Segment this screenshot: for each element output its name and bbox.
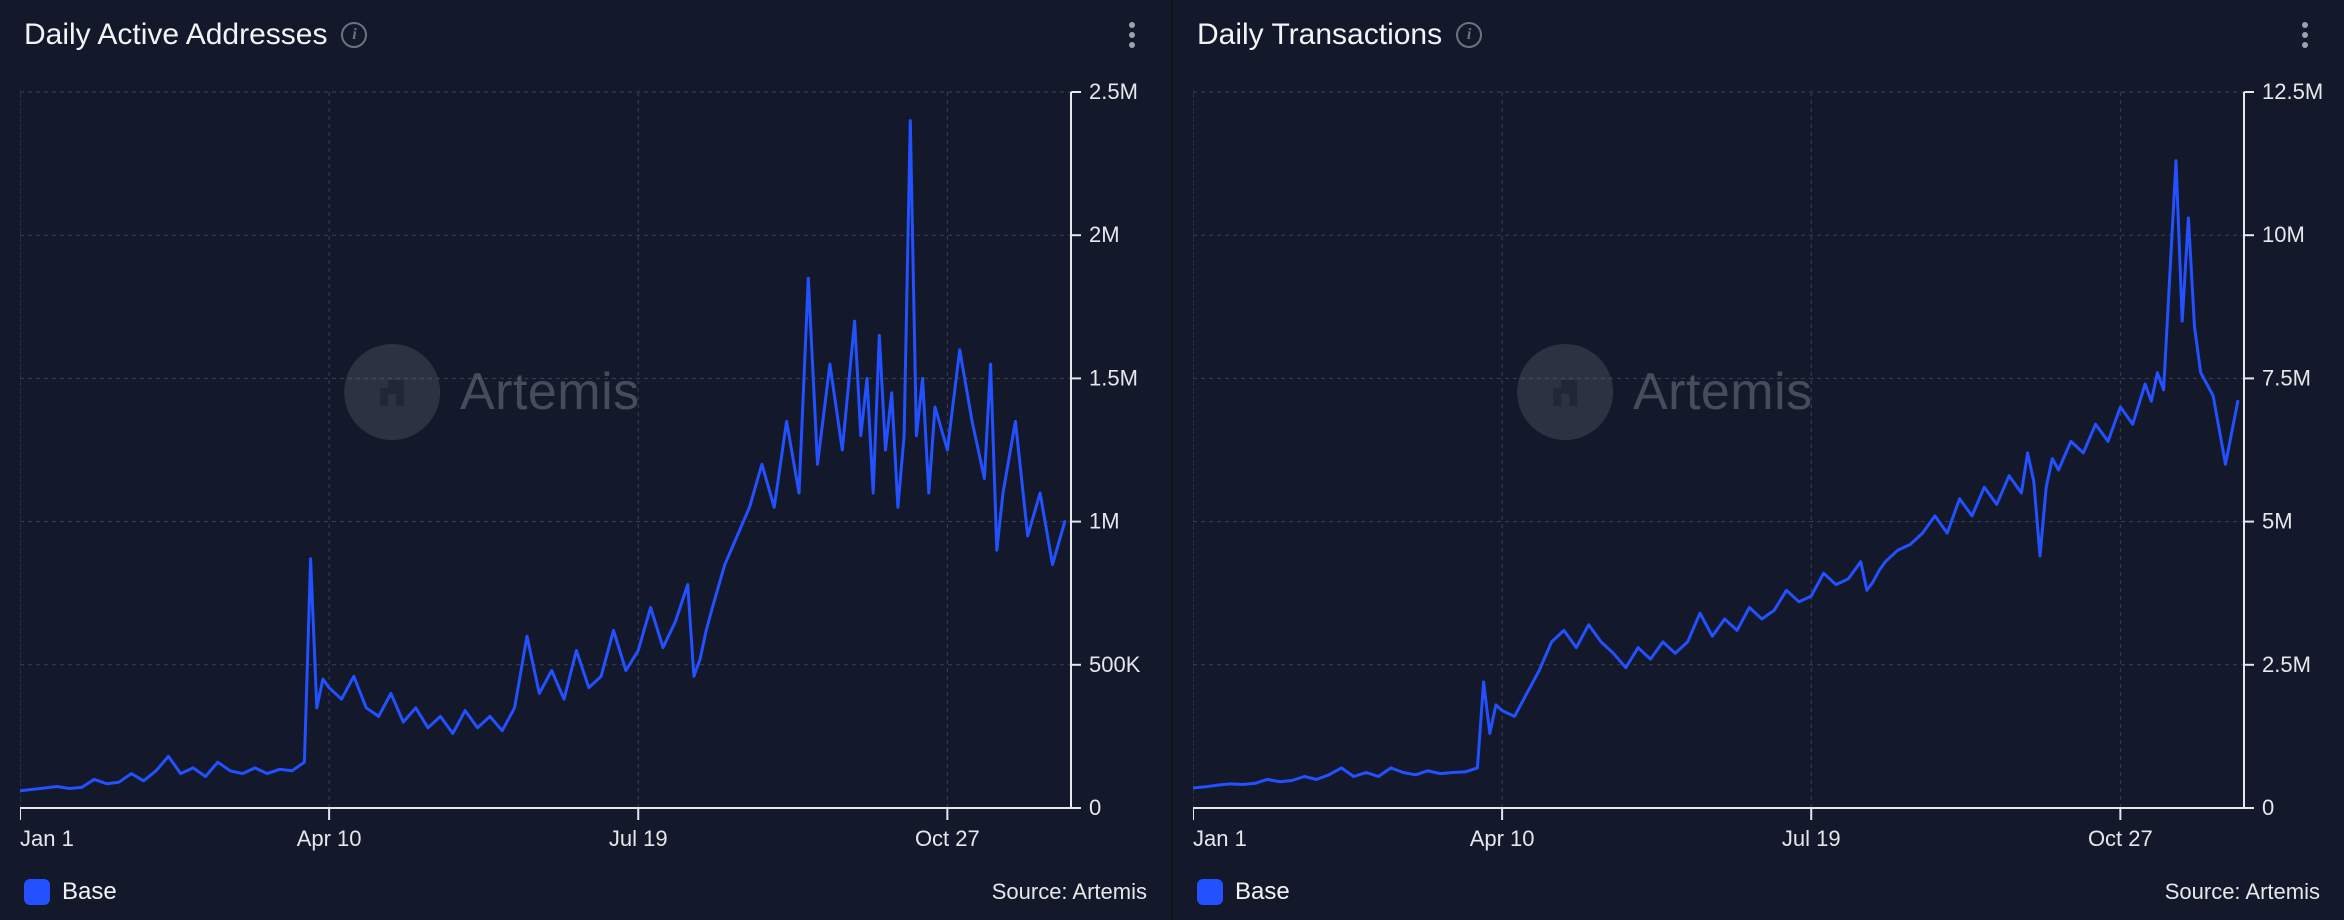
chart-area: Artemis 0500K1M1.5M2M2.5MJan 1Apr 10Jul … [0,62,1171,868]
legend-label[interactable]: Base [1235,878,1290,906]
legend-swatch[interactable] [1197,879,1223,905]
svg-text:Oct 27: Oct 27 [915,826,980,851]
svg-text:5M: 5M [2262,509,2293,534]
chart-area: Artemis 02.5M5M7.5M10M12.5MJan 1Apr 10Ju… [1173,62,2344,868]
svg-text:Jan 1: Jan 1 [20,826,74,851]
chart-panel-daily-active-addresses: Daily Active Addresses i Artemis 0500K1M… [0,0,1171,920]
legend-row: Base Source: Artemis [0,868,1171,920]
chart-svg-0: 0 500K 1M 1.5M 2M 2.5M Jan 1 Apr 10 Jul 19 Oct 27 [20,82,1151,868]
svg-text:500K: 500K [1089,652,1141,677]
svg-text:10M: 10M [2262,222,2305,247]
svg-text:Jan 1: Jan 1 [1193,826,1247,851]
panel-header: Daily Active Addresses i [0,0,1171,62]
svg-text:0: 0 [1089,795,1101,820]
svg-text:7.5M: 7.5M [2262,365,2311,390]
svg-text:Jul 19: Jul 19 [609,826,668,851]
kebab-menu-icon[interactable] [2290,20,2320,50]
svg-text:2.5M: 2.5M [2262,652,2311,677]
chart-panel-daily-transactions: Daily Transactions i Artemis 02.5M5M7.5M… [1173,0,2344,920]
source-label: Source: Artemis [992,879,1147,905]
kebab-menu-icon[interactable] [1117,20,1147,50]
svg-text:Oct 27: Oct 27 [2088,826,2153,851]
legend-label[interactable]: Base [62,878,117,906]
svg-text:2M: 2M [1089,222,1120,247]
svg-text:Apr 10: Apr 10 [1470,826,1535,851]
svg-text:12.5M: 12.5M [2262,82,2323,104]
svg-text:1.5M: 1.5M [1089,365,1138,390]
chart-svg-1: 0 2.5M 5M 7.5M 10M 12.5M Jan 1 Apr 10 Jul 19 Oct … [1193,82,2324,868]
info-icon[interactable]: i [341,22,367,48]
svg-text:0: 0 [2262,795,2274,820]
svg-text:2.5M: 2.5M [1089,82,1138,104]
svg-text:Jul 19: Jul 19 [1782,826,1841,851]
source-label: Source: Artemis [2165,879,2320,905]
panel-header: Daily Transactions i [1173,0,2344,62]
legend-row: Base Source: Artemis [1173,868,2344,920]
info-icon[interactable]: i [1456,22,1482,48]
panel-title: Daily Active Addresses [24,18,327,52]
legend-swatch[interactable] [24,879,50,905]
svg-text:1M: 1M [1089,509,1120,534]
svg-text:Apr 10: Apr 10 [297,826,362,851]
panel-title: Daily Transactions [1197,18,1442,52]
